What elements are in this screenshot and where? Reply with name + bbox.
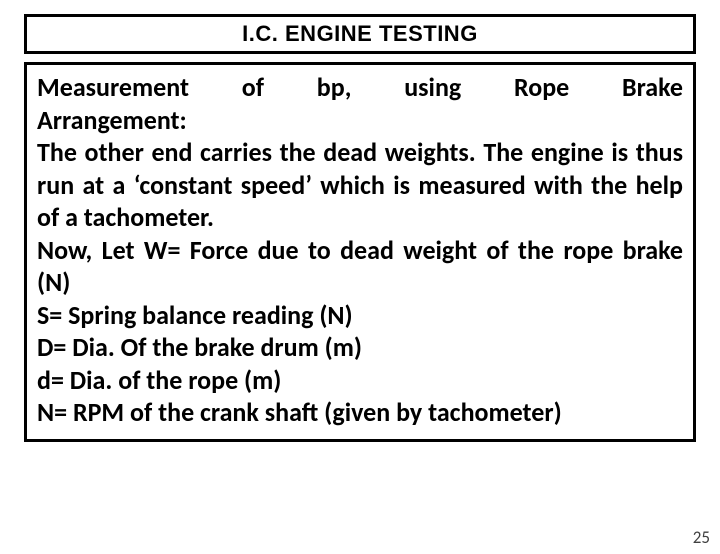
page-number: 25: [693, 527, 710, 548]
slide-title: I.C. ENGINE TESTING: [27, 21, 693, 47]
definition-n: N= RPM of the crank shaft (given by tach…: [37, 396, 683, 429]
section-heading-line1: Measurement of bp, using Rope Brake: [37, 71, 683, 104]
definition-s: S= Spring balance reading (N): [37, 299, 683, 332]
content-container: Measurement of bp, using Rope Brake Arra…: [24, 62, 696, 442]
definition-d-upper: D= Dia. Of the brake drum (m): [37, 331, 683, 364]
paragraph-2: Now, Let W= Force due to dead weight of …: [37, 234, 683, 299]
paragraph-1: The other end carries the dead weights. …: [37, 136, 683, 234]
definition-d-lower: d= Dia. of the rope (m): [37, 364, 683, 397]
title-container: I.C. ENGINE TESTING: [24, 14, 696, 54]
section-heading-line2: Arrangement:: [37, 104, 683, 137]
